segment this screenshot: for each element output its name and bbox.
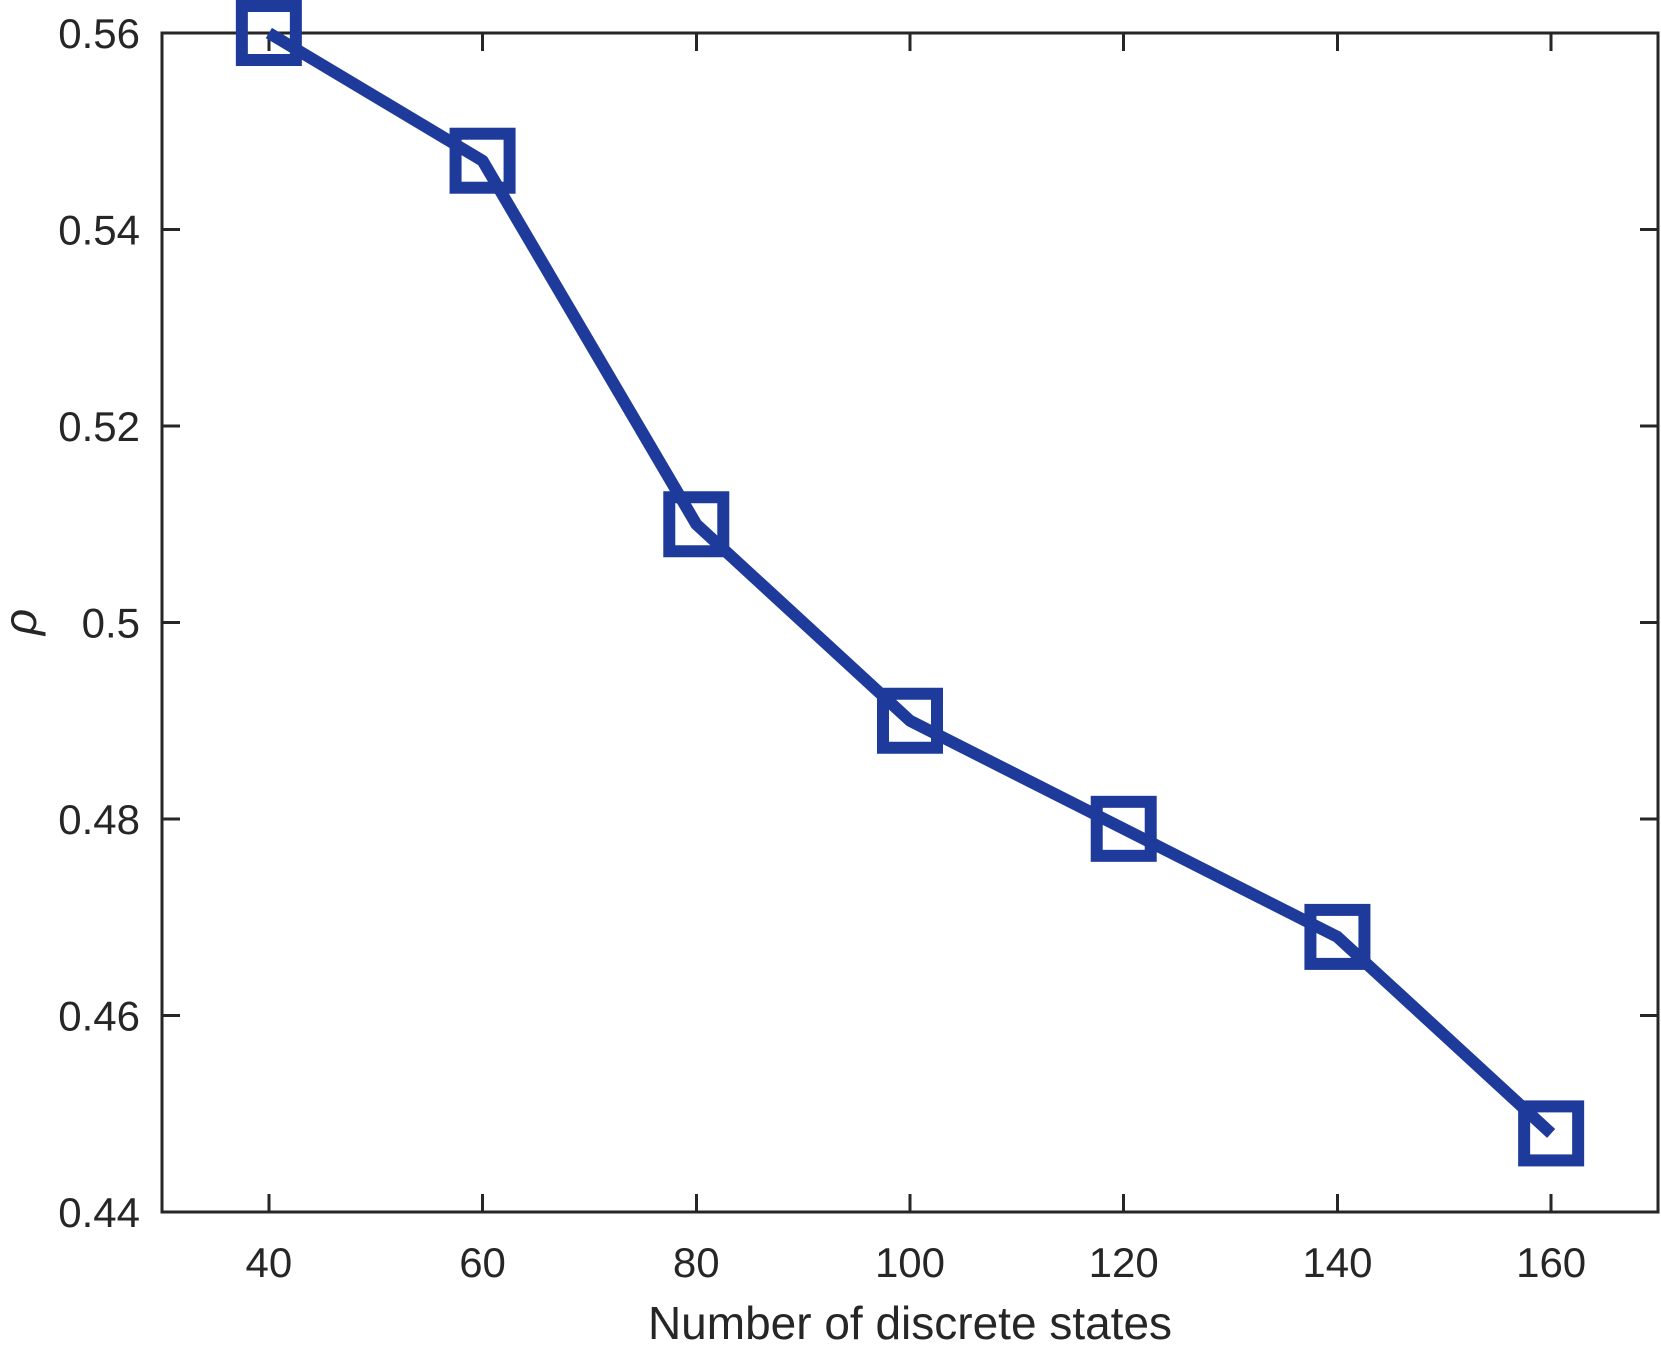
- data-point-marker: [1304, 903, 1371, 970]
- data-point-marker: [1090, 795, 1157, 862]
- data-point-marker: [877, 687, 943, 754]
- y-tick-label: 0.5: [82, 600, 140, 647]
- x-tick-label: 40: [245, 1239, 292, 1286]
- data-point-marker: [235, 0, 302, 66]
- data-point-marker: [1518, 1100, 1585, 1167]
- x-tick-label: 160: [1516, 1239, 1586, 1286]
- y-tick-label: 0.52: [58, 403, 140, 450]
- data-point-marker: [449, 127, 516, 194]
- y-axis-title: ρ: [0, 609, 47, 635]
- plot-box: [160, 31, 1660, 1214]
- data-line: [265, 27, 1556, 1138]
- data-point-marker: [663, 491, 730, 558]
- x-axis-title: Number of discrete states: [647, 1297, 1173, 1349]
- y-tick-label: 0.44: [58, 1189, 140, 1236]
- y-tick-label: 0.56: [58, 10, 140, 57]
- y-tick-label: 0.48: [58, 796, 140, 843]
- x-tick-label: 120: [1089, 1239, 1159, 1286]
- y-tick-label: 0.54: [58, 207, 140, 254]
- y-tick-label: 0.46: [58, 993, 140, 1040]
- x-tick-label: 60: [459, 1239, 506, 1286]
- x-tick-label: 140: [1302, 1239, 1372, 1286]
- x-tick-label: 100: [875, 1239, 945, 1286]
- x-tick-label: 80: [673, 1239, 720, 1286]
